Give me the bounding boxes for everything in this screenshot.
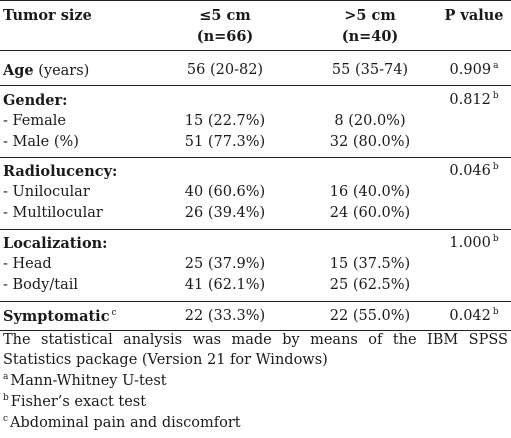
female-label: - Female [3, 113, 66, 129]
age-label: Age [3, 62, 34, 79]
footnote-a: a Mann-Whitney U-test [3, 372, 167, 389]
table-row-multilocular: - Multilocular 26 (39.4%) 24 (60.0%) [0, 202, 511, 225]
multilocular-large: 24 (60.0%) [329, 205, 411, 221]
header-small-n: (n=66) [196, 28, 254, 45]
table-row-unilocular: - Unilocular 40 (60.6%) 16 (40.0%) [0, 181, 511, 204]
row-rule [0, 157, 511, 158]
table-bottom-rule [0, 330, 511, 331]
multilocular-small: 26 (39.4%) [184, 205, 266, 221]
age-p-value: 0.909 a [449, 61, 499, 78]
gender-p-value: 0.812 b [449, 91, 499, 108]
age-unit: (years) [38, 63, 90, 79]
male-large: 32 (80.0%) [329, 134, 411, 150]
symptomatic-label: Symptomatic c [3, 308, 117, 325]
head-small: 25 (37.9%) [184, 256, 266, 272]
female-large: 8 (20.0%) [334, 113, 406, 129]
symptomatic-small: 22 (33.3%) [184, 308, 266, 324]
bodytail-label: - Body/tail [3, 277, 78, 293]
header-small-size: ≤5 cm [199, 7, 251, 24]
bodytail-large: 25 (62.5%) [329, 277, 411, 293]
footnote-b: b Fisher’s exact test [3, 393, 147, 410]
head-large: 15 (37.5%) [329, 256, 411, 272]
male-label: - Male (%) [3, 134, 79, 150]
localization-p-value: 1.000 b [449, 234, 499, 251]
localization-label: Localization: [3, 235, 108, 252]
table-row-bodytail: - Body/tail 41 (62.1%) 25 (62.5%) [0, 274, 511, 297]
table-header-row-2: (n=66) (n=40) [0, 25, 511, 48]
radiolucency-label: Radiolucency: [3, 163, 118, 180]
unilocular-large: 16 (40.0%) [329, 184, 411, 200]
table-row-symptomatic: Symptomatic c 22 (33.3%) 22 (55.0%) 0.042… [0, 305, 511, 328]
analysis-note-line-1: The statistical analysis was made by mea… [3, 332, 508, 348]
radiolucency-p-value: 0.046 b [449, 162, 499, 179]
analysis-note-line-2: Statistics package (Version 21 for Windo… [3, 352, 328, 368]
multilocular-label: - Multilocular [3, 205, 103, 221]
female-small: 15 (22.7%) [184, 113, 266, 129]
symptomatic-p-value: 0.042 b [449, 307, 499, 324]
table-row-female: - Female 15 (22.7%) 8 (20.0%) [0, 110, 511, 133]
table-row-localization: Localization: 1.000 b [0, 232, 511, 255]
row-label: Age (years) [3, 59, 89, 83]
header-rule [0, 50, 511, 51]
header-large-size: >5 cm [344, 7, 396, 24]
header-large-n: (n=40) [341, 28, 399, 45]
row-rule [0, 229, 511, 230]
symptomatic-large: 22 (55.0%) [329, 308, 411, 324]
table-header-row: Tumor size ≤5 cm >5 cm P value [0, 4, 511, 27]
row-rule [0, 301, 511, 302]
male-small: 51 (77.3%) [184, 134, 266, 150]
unilocular-label: - Unilocular [3, 184, 90, 200]
table-row-gender: Gender: 0.812 b [0, 89, 511, 112]
head-label: - Head [3, 256, 52, 272]
table-row-age: Age (years) 56 (20-82) 55 (35-74) 0.909 a [0, 59, 511, 82]
table-row-radiolucency: Radiolucency: 0.046 b [0, 160, 511, 183]
footnote-c: c Abdominal pain and discomfort [3, 414, 241, 431]
age-small: 56 (20-82) [186, 62, 264, 78]
header-p-value: P value [444, 7, 504, 24]
table-row-male: - Male (%) 51 (77.3%) 32 (80.0%) [0, 131, 511, 154]
row-rule [0, 85, 511, 86]
bodytail-small: 41 (62.1%) [184, 277, 266, 293]
header-tumor-size: Tumor size [3, 7, 92, 24]
table-top-rule [0, 0, 511, 1]
age-large: 55 (35-74) [331, 62, 409, 78]
table-row-head: - Head 25 (37.9%) 15 (37.5%) [0, 253, 511, 276]
unilocular-small: 40 (60.6%) [184, 184, 266, 200]
gender-label: Gender: [3, 92, 68, 109]
